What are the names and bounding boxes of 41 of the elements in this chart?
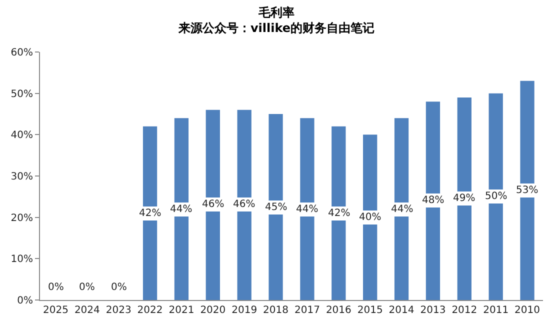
- x-tick-label: 2010: [514, 305, 540, 316]
- x-tick-label: 2024: [74, 305, 100, 316]
- x-tick-label: 2013: [420, 305, 446, 316]
- x-tick-label: 2017: [294, 305, 320, 316]
- data-label: 53%: [516, 185, 538, 196]
- data-label: 44%: [391, 204, 414, 215]
- data-label: 46%: [202, 199, 224, 210]
- y-tick-label: 10%: [10, 254, 33, 266]
- x-tick-label: 2016: [326, 305, 352, 316]
- data-label: 49%: [453, 193, 476, 204]
- y-tick-label: 30%: [10, 172, 33, 182]
- y-tick-label: 0%: [17, 296, 33, 306]
- data-label: 0%: [111, 282, 127, 293]
- y-tick-label: 40%: [10, 130, 33, 142]
- x-tick-label: 2018: [263, 305, 289, 316]
- x-tick-label: 2014: [388, 305, 414, 316]
- chart-subtitle: 来源公众号：villike的财务自由笔记: [177, 21, 375, 35]
- data-label: 46%: [233, 199, 256, 210]
- data-label: 42%: [328, 208, 350, 219]
- y-tick-label: 20%: [10, 212, 33, 224]
- data-label: 0%: [48, 282, 64, 293]
- x-tick-label: 2012: [452, 305, 478, 316]
- x-tick-label: 2021: [168, 305, 194, 316]
- x-tick-label: 2025: [42, 305, 68, 316]
- y-tick-label: 50%: [10, 88, 33, 100]
- x-tick-label: 2019: [232, 305, 258, 316]
- data-label: 44%: [296, 204, 318, 215]
- x-tick-label: 2022: [137, 305, 163, 316]
- x-tick-label: 2020: [200, 305, 226, 316]
- data-label: 44%: [170, 204, 192, 215]
- chart-title: 毛利率: [258, 5, 294, 20]
- data-label: 40%: [359, 212, 382, 223]
- data-label: 0%: [79, 282, 95, 293]
- data-label: 48%: [422, 195, 444, 206]
- x-tick-label: 2023: [106, 305, 132, 316]
- data-label: 42%: [139, 208, 162, 219]
- data-label: 50%: [485, 191, 508, 202]
- y-tick-label: 60%: [10, 48, 33, 58]
- data-label: 45%: [265, 202, 288, 213]
- x-tick-label: 2011: [483, 305, 509, 316]
- x-tick-label: 2015: [357, 305, 383, 316]
